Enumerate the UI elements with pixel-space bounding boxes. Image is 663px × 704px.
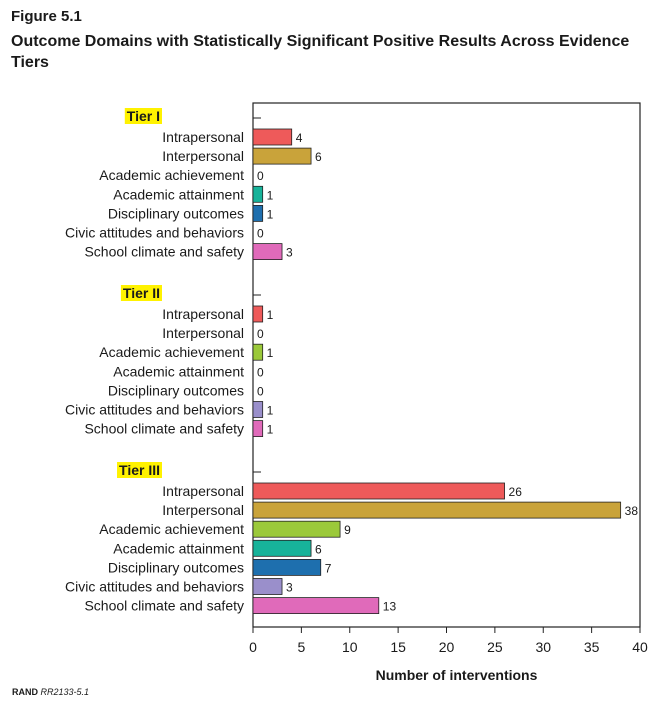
- bar-tier-ii-intrapersonal: [252, 305, 264, 323]
- data-label: 1: [267, 308, 274, 322]
- data-label: 7: [325, 561, 332, 575]
- category-label: Intrapersonal: [162, 129, 244, 145]
- source-org: RAND: [12, 687, 38, 697]
- tier-label-tier-ii: Tier II: [123, 285, 160, 301]
- category-label: Disciplinary outcomes: [108, 205, 244, 221]
- category-label: School climate and safety: [84, 244, 244, 260]
- category-label: Civic attitudes and behaviors: [65, 225, 244, 241]
- data-label: 1: [267, 346, 274, 360]
- category-label: School climate and safety: [84, 421, 244, 437]
- category-label: Interpersonal: [162, 148, 244, 164]
- bar-tier-iii-interpersonal: [252, 501, 622, 519]
- bar-tier-i-academic-attainment: [252, 185, 264, 203]
- x-tick-label: 40: [632, 639, 648, 655]
- bar-tier-iii-school-climate-and-safety: [252, 597, 380, 614]
- tier-label-tier-i: Tier I: [127, 108, 160, 124]
- category-label: Civic attitudes and behaviors: [65, 579, 244, 595]
- category-label: Academic achievement: [99, 344, 244, 360]
- tier-highlight: [120, 285, 162, 301]
- category-label: Academic attainment: [113, 540, 244, 556]
- category-label: Academic achievement: [99, 521, 244, 537]
- bar-tier-iii-disciplinary-outcomes: [252, 559, 322, 576]
- bar-tier-ii-academic-achievement: [252, 343, 264, 361]
- data-label: 1: [267, 207, 274, 221]
- bar-tier-iii-civic-attitudes-and-behaviors: [252, 578, 283, 595]
- category-label: Intrapersonal: [162, 483, 244, 499]
- data-label: 26: [509, 485, 523, 499]
- category-label: Academic attainment: [113, 363, 244, 379]
- figure-title: Outcome Domains with Statistically Signi…: [11, 33, 630, 71]
- x-tick-label: 25: [487, 639, 503, 655]
- data-label: 13: [383, 600, 397, 614]
- data-label: 6: [315, 150, 322, 164]
- source-note: RAND RR2133-5.1: [12, 687, 89, 697]
- category-label: Civic attitudes and behaviors: [65, 402, 244, 418]
- tier-highlight: [124, 108, 162, 124]
- data-label: 3: [286, 581, 293, 595]
- category-label: Disciplinary outcomes: [108, 382, 244, 398]
- data-label: 0: [257, 365, 264, 379]
- data-label: 6: [315, 542, 322, 556]
- bar-tier-ii-school-climate-and-safety: [252, 420, 264, 438]
- data-label: 1: [267, 188, 274, 202]
- x-tick-label: 0: [249, 639, 257, 655]
- source-code: RR2133-5.1: [40, 687, 90, 697]
- x-tick-label: 15: [390, 639, 406, 655]
- tier-highlight: [117, 462, 162, 478]
- data-label: 0: [257, 327, 264, 341]
- bar-tier-i-intrapersonal: [252, 128, 293, 146]
- bar-tier-iii-academic-achievement: [252, 520, 341, 538]
- x-axis-label: Number of interventions: [376, 667, 538, 683]
- figure-label: Figure 5.1: [11, 8, 82, 25]
- bar-tier-i-disciplinary-outcomes: [252, 204, 264, 222]
- data-label: 1: [267, 423, 274, 437]
- category-label: Interpersonal: [162, 502, 244, 518]
- x-tick-label: 20: [439, 639, 455, 655]
- category-label: School climate and safety: [84, 598, 244, 614]
- x-tick-label: 5: [297, 639, 305, 655]
- category-label: Academic achievement: [99, 167, 244, 183]
- data-label: 3: [286, 246, 293, 260]
- bar-tier-ii-civic-attitudes-and-behaviors: [252, 401, 264, 418]
- tier-label-tier-iii: Tier III: [119, 462, 160, 478]
- category-label: Disciplinary outcomes: [108, 559, 244, 575]
- category-label: Interpersonal: [162, 325, 244, 341]
- data-label: 0: [257, 384, 264, 398]
- x-tick-label: 35: [584, 639, 600, 655]
- data-label: 4: [296, 131, 303, 145]
- data-label: 0: [257, 169, 264, 183]
- data-label: 0: [257, 227, 264, 241]
- data-label: 9: [344, 523, 351, 537]
- bar-tier-i-interpersonal: [252, 147, 312, 165]
- x-tick-label: 30: [535, 639, 551, 655]
- bar-tier-iii-intrapersonal: [252, 482, 505, 500]
- data-label: 38: [625, 504, 639, 518]
- category-label: Intrapersonal: [162, 306, 244, 322]
- category-label: Academic attainment: [113, 186, 244, 202]
- data-label: 1: [267, 404, 274, 418]
- bar-tier-iii-academic-attainment: [252, 539, 312, 557]
- x-tick-label: 10: [342, 639, 358, 655]
- bar-tier-i-school-climate-and-safety: [252, 243, 283, 261]
